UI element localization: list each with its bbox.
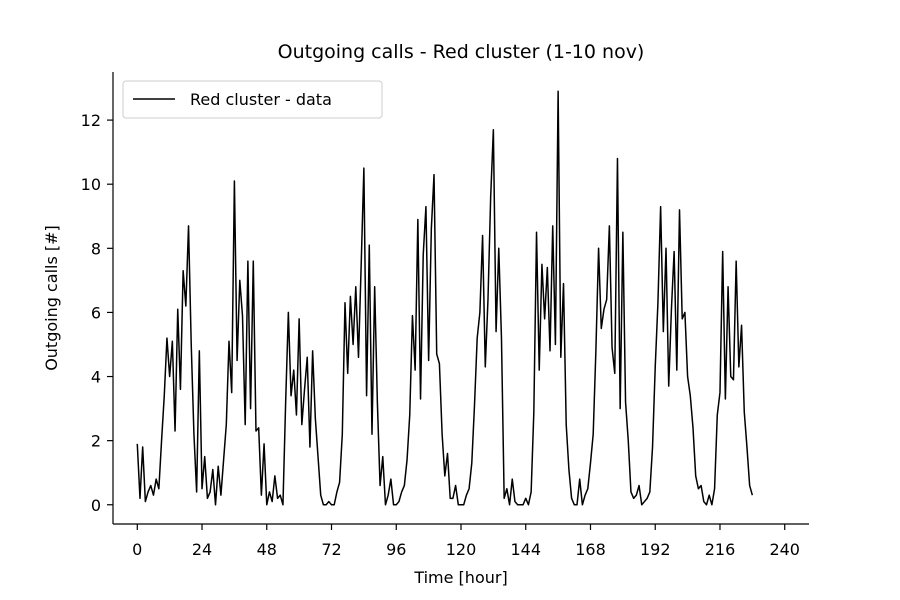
x-tick-label: 216	[705, 540, 736, 559]
y-tick-label: 10	[81, 175, 101, 194]
x-tick-label: 192	[640, 540, 671, 559]
y-tick-label: 8	[91, 239, 101, 258]
y-tick-label: 12	[81, 111, 101, 130]
legend: Red cluster - data	[122, 80, 383, 119]
x-tick-label: 240	[769, 540, 800, 559]
y-tick-label: 2	[91, 432, 101, 451]
x-tick-label: 96	[386, 540, 406, 559]
y-tick-label: 4	[91, 368, 101, 387]
x-tick-label: 48	[257, 540, 277, 559]
legend-label: Red cluster - data	[190, 90, 332, 109]
x-tick-label: 72	[321, 540, 341, 559]
x-tick-label: 168	[575, 540, 606, 559]
axes	[112, 72, 809, 525]
chart-title: Outgoing calls - Red cluster (1-10 nov)	[278, 41, 645, 63]
series-line-0	[136, 90, 754, 506]
x-tick-label: 0	[132, 540, 142, 559]
y-axis-label: Outgoing calls [#]	[42, 225, 61, 371]
legend-box	[122, 80, 383, 119]
x-axis-ticks: 0 24 48 72 96 120 144 168 192 216 240	[132, 524, 800, 559]
plot-area	[136, 90, 754, 506]
x-tick-label: 144	[510, 540, 541, 559]
x-axis-label: Time [hour]	[413, 568, 507, 587]
y-axis-ticks: 0 2 4 6 8 10 12	[81, 111, 113, 515]
x-tick-label: 24	[192, 540, 212, 559]
y-tick-label: 6	[91, 303, 101, 322]
y-tick-label: 0	[91, 496, 101, 515]
x-tick-label: 120	[446, 540, 477, 559]
